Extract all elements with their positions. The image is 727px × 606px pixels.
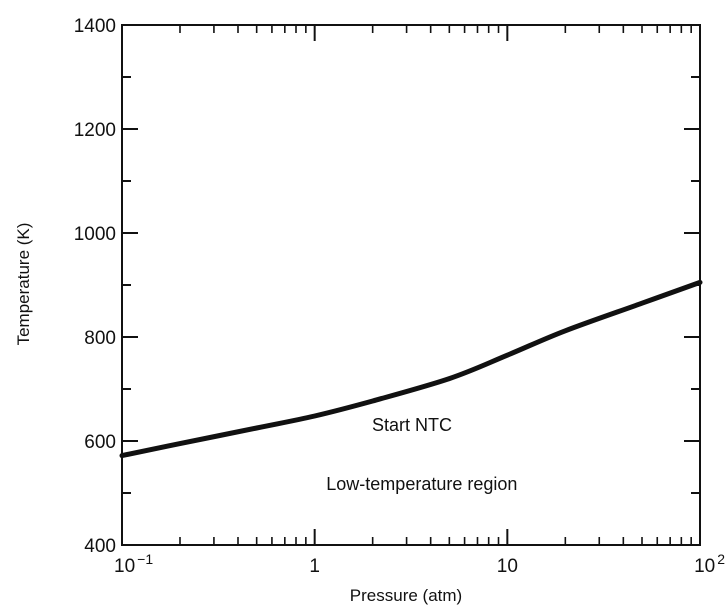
y-tick-label: 800 bbox=[84, 328, 116, 349]
x-axis-title: Pressure (atm) bbox=[350, 586, 462, 605]
y-tick-label: 1200 bbox=[74, 120, 116, 141]
y-tick-label: 600 bbox=[84, 432, 116, 453]
x-tick-label: 10 bbox=[497, 556, 518, 577]
y-tick-label: 1000 bbox=[74, 224, 116, 245]
y-tick-label: 1400 bbox=[74, 16, 116, 37]
y-tick-label: 400 bbox=[84, 536, 116, 557]
major-ticks bbox=[121, 24, 701, 546]
x-tick-labels: 10 −1 1 10 10 2 bbox=[114, 551, 725, 577]
y-axis-title: Temperature (K) bbox=[14, 223, 33, 346]
minor-ticks bbox=[179, 25, 692, 545]
ntc-boundary-line bbox=[119, 279, 703, 459]
x-tick-label: 10 2 bbox=[694, 551, 725, 577]
x-tick-label: 1 bbox=[309, 556, 320, 577]
plot-frame bbox=[121, 24, 701, 546]
annotation-0: Start NTC bbox=[372, 415, 452, 435]
x-tick-label: 10 −1 bbox=[114, 551, 153, 577]
annotations: Start NTC Low-temperature region bbox=[326, 415, 517, 494]
y-tick-labels: 400 600 800 1000 1200 1400 bbox=[74, 16, 116, 557]
annotation-1: Low-temperature region bbox=[326, 474, 517, 494]
